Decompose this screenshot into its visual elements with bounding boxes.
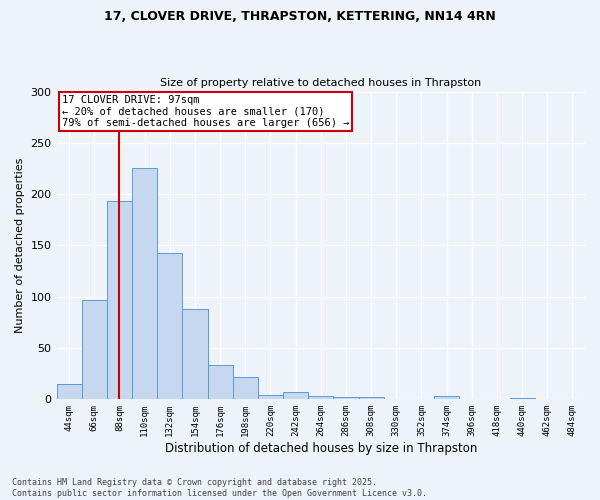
- Text: 17 CLOVER DRIVE: 97sqm
← 20% of detached houses are smaller (170)
79% of semi-de: 17 CLOVER DRIVE: 97sqm ← 20% of detached…: [62, 94, 349, 128]
- X-axis label: Distribution of detached houses by size in Thrapston: Distribution of detached houses by size …: [164, 442, 477, 455]
- Bar: [359, 398, 383, 400]
- Bar: [283, 392, 308, 400]
- Bar: [208, 366, 233, 400]
- Bar: [308, 396, 334, 400]
- Bar: [334, 398, 359, 400]
- Bar: [107, 202, 132, 400]
- Bar: [258, 395, 283, 400]
- Bar: [82, 300, 107, 400]
- Text: 17, CLOVER DRIVE, THRAPSTON, KETTERING, NN14 4RN: 17, CLOVER DRIVE, THRAPSTON, KETTERING, …: [104, 10, 496, 23]
- Bar: [233, 377, 258, 400]
- Bar: [132, 168, 157, 400]
- Bar: [56, 384, 82, 400]
- Bar: [182, 309, 208, 400]
- Y-axis label: Number of detached properties: Number of detached properties: [15, 158, 25, 333]
- Title: Size of property relative to detached houses in Thrapston: Size of property relative to detached ho…: [160, 78, 481, 88]
- Bar: [509, 398, 535, 400]
- Bar: [434, 396, 459, 400]
- Bar: [157, 252, 182, 400]
- Text: Contains HM Land Registry data © Crown copyright and database right 2025.
Contai: Contains HM Land Registry data © Crown c…: [12, 478, 427, 498]
